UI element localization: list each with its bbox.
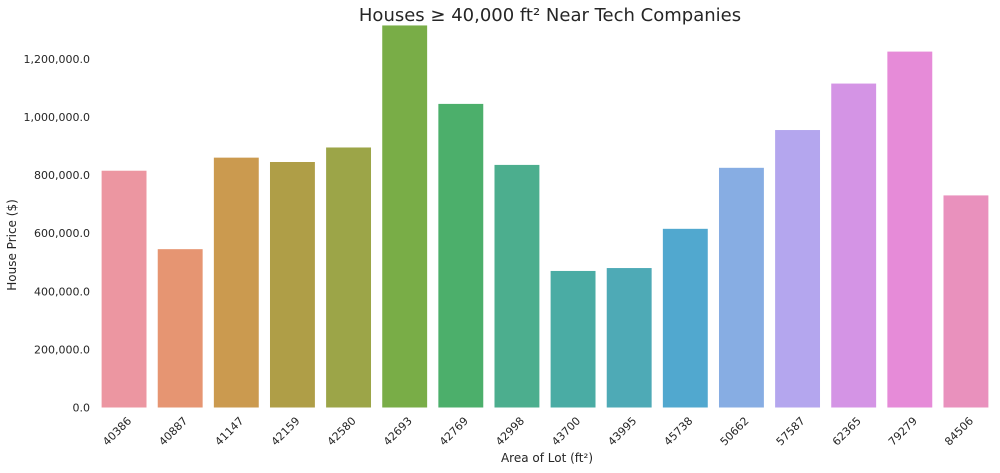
- y-tick-labels: 0.0 200,000.0 400,000.0 600,000.0 800,000.0 1…: [24, 53, 90, 415]
- x-tick-label-79279: 79279: [886, 414, 920, 448]
- x-tick-label-50662: 50662: [718, 414, 752, 448]
- x-tick-label-40386: 40386: [100, 414, 134, 448]
- x-tick-label-40887: 40887: [156, 414, 190, 448]
- bar-84506: [943, 195, 989, 408]
- x-tick-label-42159: 42159: [269, 414, 303, 448]
- y-tick-label: 1,200,000.0: [24, 53, 90, 66]
- x-tick-label-57587: 57587: [774, 414, 808, 448]
- x-tick-label-43700: 43700: [549, 414, 583, 448]
- x-tick-label-42998: 42998: [493, 414, 527, 448]
- bar-43995: [606, 268, 652, 408]
- y-tick-label: 1,000,000.0: [24, 111, 90, 124]
- bar-42693: [382, 25, 428, 408]
- bar-42580: [326, 147, 372, 408]
- bar-43700: [550, 270, 596, 408]
- x-tick-label-84506: 84506: [942, 414, 976, 448]
- bar-40386: [101, 170, 147, 408]
- y-tick-label: 600,000.0: [34, 227, 90, 240]
- bar-42998: [494, 164, 540, 408]
- y-axis-label: House Price ($): [5, 199, 19, 291]
- x-tick-label-42769: 42769: [437, 414, 471, 448]
- y-tick-label: 200,000.0: [34, 343, 90, 356]
- y-tick-label: 0.0: [73, 402, 91, 415]
- bar-40887: [157, 249, 203, 408]
- bar-57587: [775, 130, 821, 408]
- x-tick-label-42693: 42693: [381, 414, 415, 448]
- bar-50662: [718, 167, 764, 408]
- x-tick-label-41147: 41147: [212, 414, 246, 448]
- x-axis-label: Area of Lot (ft²): [501, 451, 593, 465]
- x-tick-labels: 40386 40887 41147 42159 42580 42693 42769 42998…: [100, 414, 976, 448]
- bar-42769: [438, 103, 484, 408]
- bar-45738: [662, 228, 708, 408]
- bar-42159: [269, 162, 315, 408]
- x-tick-label-43995: 43995: [605, 414, 639, 448]
- chart-title: Houses ≥ 40,000 ft² Near Tech Companies: [359, 5, 741, 26]
- bar-79279: [887, 51, 933, 408]
- x-tick-label-42580: 42580: [325, 414, 359, 448]
- x-tick-label-45738: 45738: [661, 414, 695, 448]
- y-tick-label: 800,000.0: [34, 169, 90, 182]
- x-tick-label-62365: 62365: [830, 414, 864, 448]
- bar-41147: [213, 157, 259, 408]
- bars-group: [101, 25, 989, 408]
- y-tick-label: 400,000.0: [34, 285, 90, 298]
- bar-62365: [831, 83, 877, 408]
